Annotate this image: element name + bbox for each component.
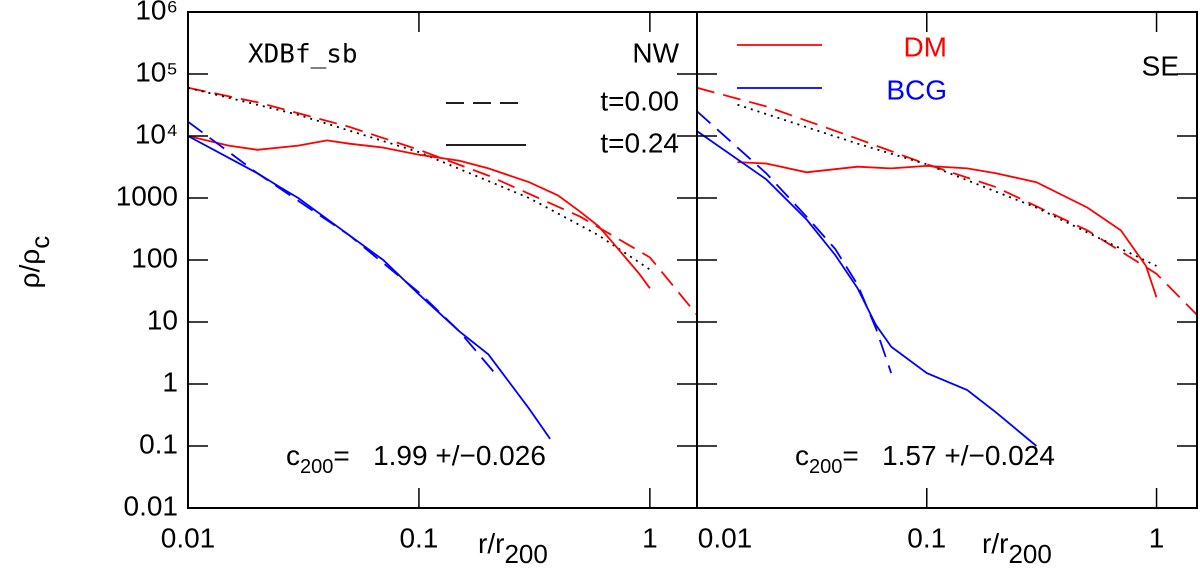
annotation: c200= 1.57 +/−0.024: [795, 440, 1055, 478]
annotation-subscript: 200: [809, 456, 842, 478]
panel-label: NW: [632, 37, 679, 68]
annotation-text: c: [795, 440, 809, 471]
x-tick-label: 0.01: [698, 522, 753, 553]
series-line: [737, 103, 1157, 267]
series-line: [697, 130, 1037, 447]
x-tick-label: 0.1: [399, 522, 438, 553]
y-tick-label: 100: [131, 242, 178, 273]
y-tick-label: 10⁵: [135, 56, 178, 87]
series-line: [188, 120, 499, 378]
x-axis-label: r/r200: [478, 528, 548, 568]
legend-label: t=0.00: [600, 85, 679, 116]
x-tick-label: 1: [642, 522, 658, 553]
y-tick-label: 1: [162, 366, 178, 397]
panel-label: SE: [1142, 50, 1179, 81]
y-axis-label-text: ρ/ρ: [14, 249, 45, 289]
x-axis-label-subscript: 200: [504, 539, 547, 569]
y-tick-label: 10: [147, 304, 178, 335]
y-tick-label: 0.01: [124, 490, 179, 521]
series-line: [697, 110, 893, 374]
y-tick-label: 0.1: [139, 428, 178, 459]
series-line: [188, 135, 551, 440]
annotation-text: c: [286, 440, 300, 471]
x-axis-label-subscript: 200: [1008, 539, 1051, 569]
x-tick-label: 0.1: [907, 522, 946, 553]
legend-label: DM: [903, 31, 947, 62]
y-tick-label: 1000: [116, 180, 178, 211]
legend-label: t=0.24: [600, 127, 679, 158]
series-line: [188, 86, 651, 271]
annotation-value: = 1.57 +/−0.024: [842, 440, 1055, 471]
series-line: [188, 86, 697, 316]
annotation: c200= 1.99 +/−0.026: [286, 440, 546, 478]
series-line: [188, 135, 651, 289]
x-axis-label: r/r200: [982, 528, 1052, 568]
legend-label: BCG: [886, 74, 947, 105]
x-axis-label-text: r/r: [982, 528, 1008, 559]
series-line: [697, 86, 1197, 316]
panel-title: XDBf_sb: [248, 40, 358, 70]
y-axis-label: ρ/ρc: [14, 236, 54, 289]
y-tick-label: 10⁶: [135, 0, 178, 25]
plot-frame: [696, 11, 1198, 509]
series-line: [737, 161, 1158, 298]
y-tick-label: 10⁴: [135, 118, 178, 149]
y-axis-label-subscript: c: [25, 236, 55, 249]
x-axis-label-text: r/r: [478, 528, 504, 559]
x-tick-label: 1: [1149, 522, 1165, 553]
annotation-value: = 1.99 +/−0.026: [333, 440, 546, 471]
x-tick-label: 0.01: [161, 522, 216, 553]
annotation-subscript: 200: [300, 456, 333, 478]
